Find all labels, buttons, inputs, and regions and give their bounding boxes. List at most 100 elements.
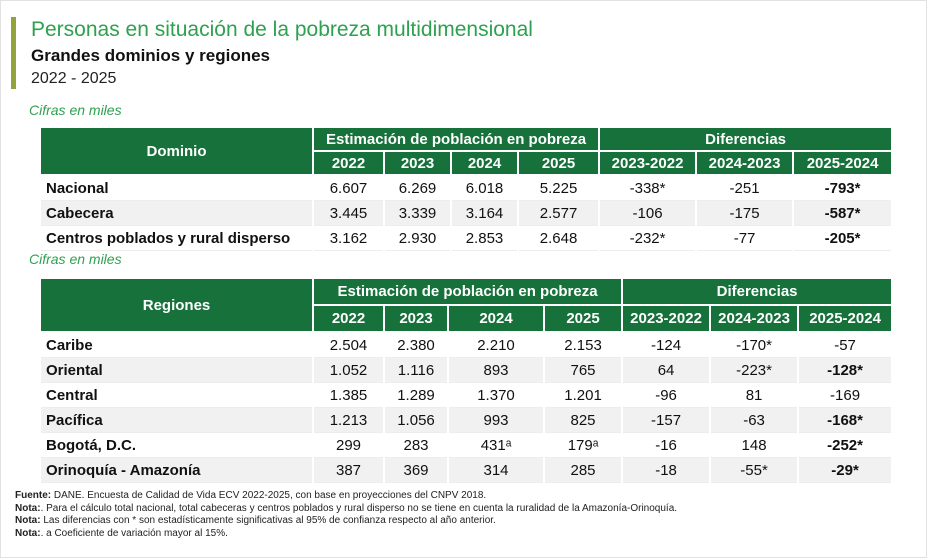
units-label-regiones: Cifras en miles	[29, 251, 122, 267]
diff-cell: 64	[621, 357, 712, 383]
diff-cell: -18	[621, 457, 712, 483]
table-row: Oriental 1.052 1.116 893 765 64 -223* -128*	[39, 357, 894, 383]
estimate-cell: 1.385	[312, 382, 385, 408]
estimate-cell: 369	[383, 457, 449, 483]
diff-cell: -55*	[709, 457, 800, 483]
estimate-cell: 6.607	[312, 175, 385, 201]
period-label: 2022 - 2025	[31, 70, 117, 87]
row-label: Pacífica	[39, 407, 314, 433]
estimate-cell: 314	[447, 457, 545, 483]
table-row: Cabecera 3.445 3.339 3.164 2.577 -106 -175 -587…	[39, 200, 894, 226]
estimate-cell: 2.853	[450, 225, 519, 251]
estimate-cell: 893	[447, 357, 545, 383]
year-header: 2023	[383, 304, 449, 333]
diff-cell: -252*	[797, 432, 894, 458]
estimate-cell: 2.504	[312, 332, 385, 358]
year-header: 2024	[447, 304, 545, 333]
diff-cell: -124	[621, 332, 712, 358]
diff-header: 2025-2024	[792, 150, 894, 176]
diff-cell: -587*	[792, 200, 894, 226]
diff-cell: 81	[709, 382, 800, 408]
estimate-cell: 1.052	[312, 357, 385, 383]
diff-cell: -338*	[598, 175, 698, 201]
diff-cell: -29*	[797, 457, 894, 483]
estimate-cell: 1.289	[383, 382, 449, 408]
row-label: Centros poblados y rural disperso	[39, 225, 314, 251]
year-header: 2022	[312, 150, 385, 176]
estimate-cell: 283	[383, 432, 449, 458]
diff-cell: -16	[621, 432, 712, 458]
estimate-cell: 1.116	[383, 357, 449, 383]
diff-cell: -223*	[709, 357, 800, 383]
table-row: Nacional 6.607 6.269 6.018 5.225 -338* -251 -79…	[39, 175, 894, 201]
year-header: 2025	[516, 150, 601, 176]
row-label: Oriental	[39, 357, 314, 383]
estimate-cell: 1.370	[447, 382, 545, 408]
table-row: Caribe 2.504 2.380 2.210 2.153 -124 -170* -57	[39, 332, 894, 358]
estimate-cell: 285	[542, 457, 624, 483]
diff-cell: -170*	[709, 332, 800, 358]
diff-cell: 148	[709, 432, 800, 458]
estimate-cell: 2.380	[383, 332, 449, 358]
footnote-nota-3: Nota:. a Coeficiente de variación mayor …	[15, 527, 228, 539]
diff-header: 2024-2023	[695, 150, 795, 176]
page-title: Personas en situación de la pobreza mult…	[31, 18, 533, 41]
estimate-cell: 1.056	[383, 407, 449, 433]
year-header: 2023	[383, 150, 452, 176]
diff-cell: -169	[797, 382, 894, 408]
title-block: Personas en situación de la pobreza mult…	[11, 17, 533, 89]
table-row: Central 1.385 1.289 1.370 1.201 -96 81 -169	[39, 382, 894, 408]
column-header-regiones: Regiones	[39, 277, 314, 333]
diff-cell: -77	[695, 225, 795, 251]
estimate-cell: 6.018	[450, 175, 519, 201]
diff-header: 2023-2022	[621, 304, 712, 333]
estimate-cell: 1.213	[312, 407, 385, 433]
row-label: Nacional	[39, 175, 314, 201]
estimate-cell: 1.201	[542, 382, 624, 408]
diff-cell: -128*	[797, 357, 894, 383]
estimate-cell: 3.445	[312, 200, 385, 226]
estimate-cell: 765	[542, 357, 624, 383]
year-header: 2025	[542, 304, 624, 333]
estimate-cell: 2.648	[516, 225, 601, 251]
diff-header: 2023-2022	[598, 150, 698, 176]
table-row: Bogotá, D.C. 299 283 431ᵃ 179ᵃ -16 148 -252*	[39, 432, 894, 458]
diff-cell: -175	[695, 200, 795, 226]
year-header: 2024	[450, 150, 519, 176]
estimate-cell: 2.930	[383, 225, 452, 251]
group-header-diferencias: Diferencias	[598, 126, 894, 152]
estimate-cell: 431ᵃ	[447, 432, 545, 458]
estimate-cell: 3.164	[450, 200, 519, 226]
group-header-estimacion: Estimación de población en pobreza	[311, 277, 624, 306]
estimate-cell: 387	[312, 457, 385, 483]
diff-cell: -793*	[792, 175, 894, 201]
table-row: Orinoquía - Amazonía 387 369 314 285 -18 -55* -…	[39, 457, 894, 483]
diff-cell: -168*	[797, 407, 894, 433]
diff-cell: -57	[797, 332, 894, 358]
diff-cell: -106	[598, 200, 698, 226]
dominios-table: Dominio Estimación de población en pobre…	[39, 126, 894, 251]
footnote-nota-1: Nota:. Para el cálculo total nacional, t…	[15, 502, 678, 514]
group-header-diferencias: Diferencias	[621, 277, 894, 306]
estimate-cell: 179ᵃ	[542, 432, 624, 458]
page-subtitle: Grandes dominios y regiones	[31, 46, 271, 65]
row-label: Central	[39, 382, 314, 408]
year-header: 2022	[312, 304, 385, 333]
estimate-cell: 2.577	[516, 200, 601, 226]
estimate-cell: 5.225	[516, 175, 601, 201]
regiones-table: Regiones Estimación de población en pobr…	[39, 277, 894, 483]
group-header-estimacion: Estimación de población en pobreza	[311, 126, 601, 152]
row-label: Orinoquía - Amazonía	[39, 457, 314, 483]
estimate-cell: 2.153	[542, 332, 624, 358]
diff-cell: -205*	[792, 225, 894, 251]
table-row: Pacífica 1.213 1.056 993 825 -157 -63 -168*	[39, 407, 894, 433]
estimate-cell: 3.339	[383, 200, 452, 226]
row-label: Bogotá, D.C.	[39, 432, 314, 458]
footnotes: Fuente: DANE. Encuesta de Calidad de Vid…	[15, 490, 915, 540]
units-label-dominios: Cifras en miles	[29, 102, 122, 118]
row-label: Cabecera	[39, 200, 314, 226]
estimate-cell: 825	[542, 407, 624, 433]
accent-bar	[11, 17, 16, 89]
table-row: Centros poblados y rural disperso 3.162 2.…	[39, 225, 894, 251]
